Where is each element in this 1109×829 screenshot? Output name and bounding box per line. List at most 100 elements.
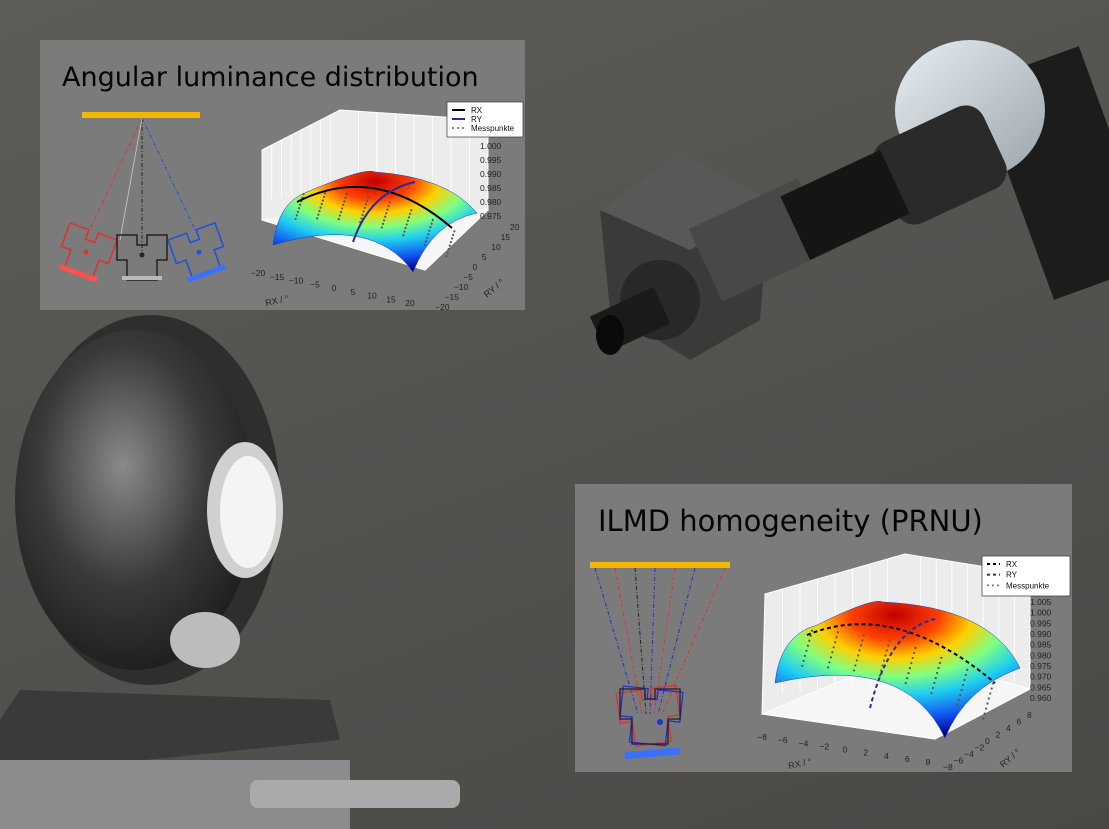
light-source-bar	[590, 562, 730, 568]
measurement-point	[857, 654, 860, 657]
measurement-point	[410, 209, 413, 212]
measurement-point	[342, 203, 345, 207]
legend-marker	[452, 127, 454, 129]
z-tick-label: 0.995	[480, 155, 502, 165]
y-tick-label: −2	[975, 743, 985, 753]
z-tick-label: 0.995	[1030, 618, 1052, 628]
legend-marker	[987, 584, 989, 587]
measurement-point	[384, 215, 387, 218]
measurement-point	[445, 255, 448, 258]
legend-box	[981, 555, 1071, 597]
measurement-point	[914, 646, 917, 650]
measurement-point	[983, 712, 986, 715]
sightline	[614, 567, 643, 715]
measurement-point	[956, 703, 959, 707]
sightline	[653, 567, 676, 715]
stage	[0, 690, 460, 829]
measurement-point	[989, 692, 992, 695]
measurement-point	[424, 240, 428, 243]
sightline	[594, 567, 639, 715]
x-tick-label: 10	[367, 291, 377, 301]
y-tick-label: −5	[463, 272, 473, 282]
measurement-point	[881, 664, 884, 667]
measurement-point	[316, 217, 319, 220]
measurement-point	[363, 206, 366, 209]
legend-label: RX	[1006, 560, 1018, 569]
measurement-point	[404, 226, 407, 230]
measurement-point	[294, 217, 297, 221]
z-tick-label: 0.960	[1030, 693, 1052, 703]
measurement-point	[337, 218, 340, 221]
y-tick-label: −15	[444, 292, 459, 302]
x-tick-label: −6	[778, 735, 788, 745]
y-tick-label: 5	[482, 252, 487, 262]
x-axis-label: RX / °	[787, 756, 813, 771]
legend-marker	[997, 584, 999, 587]
x-tick-label: 2	[863, 748, 868, 758]
sightline	[141, 117, 201, 241]
measurement-point	[888, 639, 891, 642]
measurement-point	[423, 243, 426, 247]
y-axis-label: RY / °	[998, 747, 1023, 770]
measurement-point	[387, 204, 390, 208]
measurement-point	[829, 656, 833, 659]
sightline	[649, 567, 656, 715]
measurement-point	[801, 664, 804, 667]
measurement-point	[339, 210, 343, 214]
legend-label: RX	[471, 106, 483, 115]
measurement-point	[302, 192, 305, 196]
measurement-point	[854, 664, 857, 667]
x-tick-label: −20	[251, 268, 266, 278]
measurement-point	[446, 251, 449, 254]
measurement-point	[380, 226, 383, 229]
measurement-point	[904, 682, 907, 685]
measurement-point	[934, 676, 937, 680]
angular-luminance-panel: Angular luminance distribution	[40, 40, 525, 310]
x-tick-label: −2	[819, 741, 829, 751]
measurement-point	[852, 669, 856, 672]
y-tick-label: −6	[954, 756, 964, 766]
z-tick-label: 0.975	[1030, 661, 1052, 671]
z-tick-label: 1.000	[480, 141, 502, 151]
measurement-point	[885, 649, 888, 652]
measurement-point	[409, 212, 412, 215]
y-tick-label: 6	[1017, 717, 1022, 727]
measurement-point	[966, 668, 969, 671]
measurement-point	[317, 213, 320, 216]
measurement-point	[320, 202, 323, 206]
x-tick-label: 15	[386, 294, 396, 304]
luminance-camera	[589, 150, 910, 360]
measurement-point	[324, 192, 327, 195]
measurement-point	[448, 244, 451, 247]
measurement-point	[388, 201, 391, 204]
measurement-point	[450, 237, 454, 240]
measurement-point	[362, 210, 365, 213]
z-tick-label: 0.970	[1030, 672, 1052, 682]
measurement-point	[403, 230, 406, 233]
measurement-point	[828, 661, 831, 664]
measurement-point	[297, 207, 301, 210]
measurement-point	[930, 691, 933, 695]
y-tick-label: −10	[454, 282, 469, 292]
measurement-point	[911, 656, 914, 660]
z-tick-label: 0.990	[1030, 629, 1052, 639]
legend-label: RY	[471, 115, 483, 124]
measurement-point	[957, 698, 960, 702]
x-tick-label: −8	[757, 732, 767, 742]
camera-center	[116, 234, 168, 281]
measurement-point	[940, 656, 943, 660]
measurement-point	[367, 196, 370, 199]
measurement-point	[806, 644, 809, 647]
measurement-point	[809, 634, 812, 637]
x-tick-label: 0	[843, 745, 848, 755]
measurement-point	[452, 233, 455, 237]
measurement-point	[959, 693, 962, 697]
measurement-point	[834, 641, 837, 644]
measurement-point	[931, 686, 935, 690]
measurement-point	[908, 666, 912, 670]
camera-left	[58, 221, 119, 283]
panel-title: ILMD homogeneity (PRNU)	[598, 504, 983, 538]
y-tick-label: −20	[435, 302, 450, 310]
panel-title: Angular luminance distribution	[62, 62, 479, 93]
